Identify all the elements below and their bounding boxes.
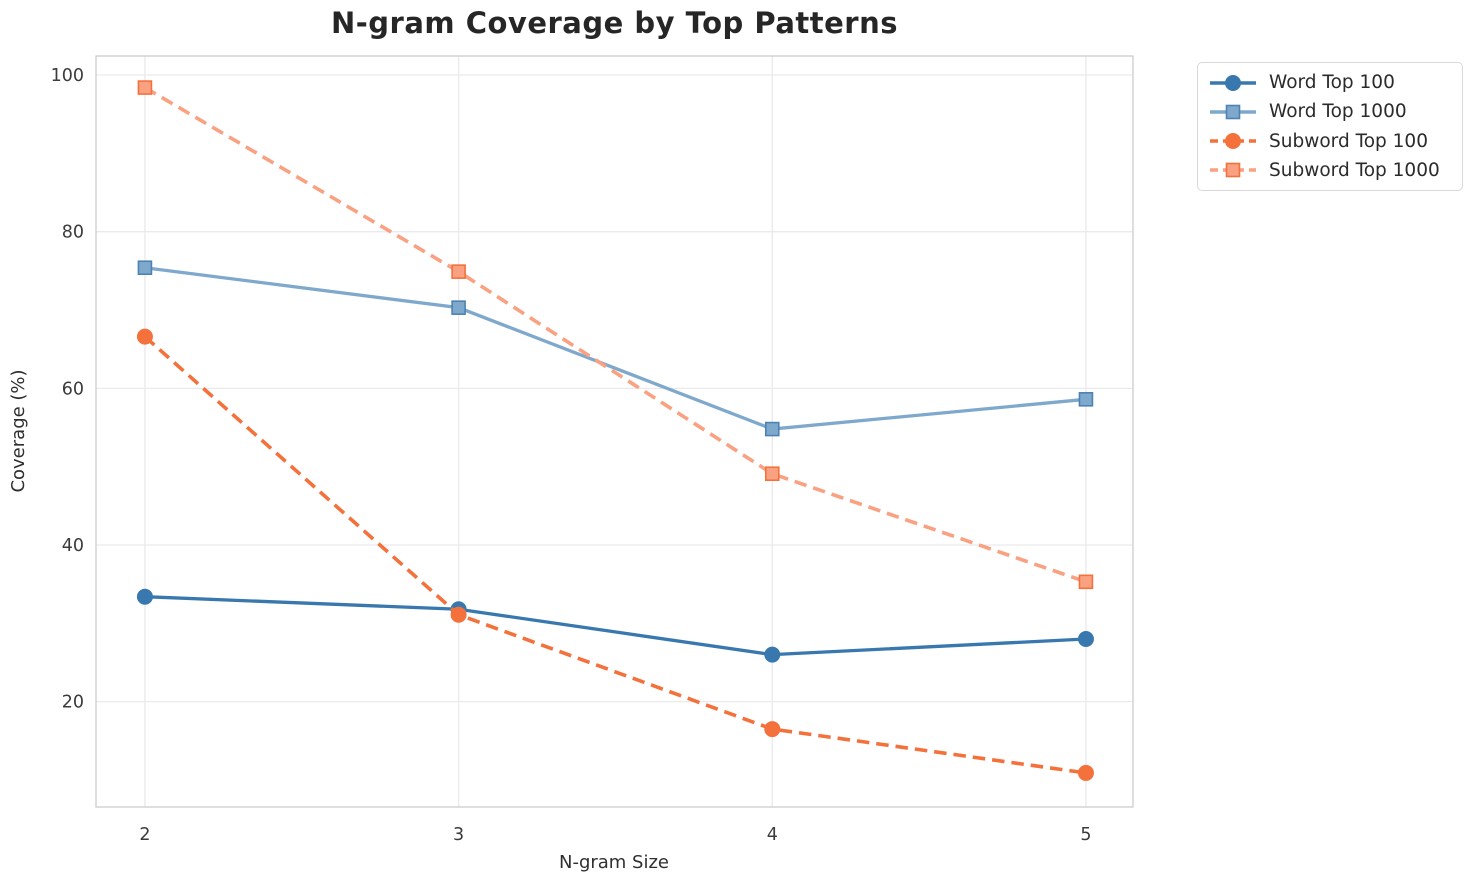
marker-subword-top-1000 (451, 264, 466, 279)
y-tick-label: 40 (62, 536, 84, 556)
series-group (136, 80, 1094, 781)
series-line (143, 335, 1087, 775)
marker-subword-top-100 (450, 606, 467, 623)
legend-label: Subword Top 100 (1269, 130, 1428, 152)
y-axis-label: Coverage (%) (8, 369, 29, 492)
marker-subword-top-1000 (764, 466, 780, 482)
y-tick-labels: 20 40 60 80 100 (51, 66, 84, 713)
plot-border (95, 55, 1134, 808)
marker-word-top-100 (1077, 630, 1094, 647)
word-top-1000-line-marker-icon (1210, 104, 1256, 120)
legend-label: Word Top 1000 (1269, 101, 1407, 123)
series-word-top-1000 (137, 260, 1094, 437)
series-subword-top-100 (136, 328, 1094, 781)
word-top-100-line-marker-icon (1210, 74, 1256, 91)
legend-label: Subword Top 1000 (1269, 159, 1440, 181)
x-tick-label: 3 (453, 825, 464, 845)
subword-top-1000-line-marker-icon (1210, 163, 1256, 178)
legend-item-word-top-100: Word Top 100 (1208, 69, 1452, 97)
series-line (144, 595, 1087, 657)
x-tick-labels: 2 3 4 5 (139, 825, 1091, 845)
series-line (144, 86, 1087, 584)
marker-word-top-1000 (1078, 392, 1094, 407)
y-tick-label: 60 (62, 379, 84, 399)
marker-word-top-1000 (137, 260, 153, 276)
y-tick-label: 80 (62, 223, 84, 243)
legend-item-subword-top-1000: Subword Top 1000 (1208, 156, 1452, 184)
x-tick-label: 2 (139, 825, 150, 845)
marker-word-top-100 (136, 588, 153, 605)
marker-subword-top-1000 (1078, 574, 1094, 590)
series-word-top-100 (136, 588, 1094, 663)
x-axis-label: N-gram Size (559, 852, 669, 873)
legend-item-subword-top-100: Subword Top 100 (1208, 127, 1452, 155)
marker-word-top-100 (1225, 74, 1241, 91)
series-subword-top-1000 (137, 80, 1094, 590)
y-tick-label: 20 (62, 693, 84, 713)
marker-word-top-1000 (764, 421, 780, 437)
marker-subword-top-100 (1077, 764, 1094, 781)
marker-word-top-1000 (451, 300, 466, 315)
subword-top-100-line-marker-icon (1210, 133, 1256, 150)
series-line (144, 266, 1087, 431)
marker-subword-top-100 (136, 328, 153, 345)
y-tick-label: 100 (51, 66, 84, 86)
marker-subword-top-1000 (1225, 163, 1241, 178)
x-tick-label: 5 (1080, 825, 1091, 845)
legend-item-word-top-1000: Word Top 1000 (1208, 98, 1452, 126)
legend-label: Word Top 100 (1269, 72, 1395, 94)
marker-subword-top-100 (1225, 133, 1241, 150)
marker-subword-top-100 (764, 721, 781, 738)
x-tick-label: 4 (767, 825, 778, 845)
chart-title: N-gram Coverage by Top Patterns (330, 6, 899, 40)
marker-word-top-1000 (1225, 104, 1241, 120)
legend: Word Top 100 Word Top 1000 Subword Top 1… (1197, 62, 1463, 191)
marker-subword-top-1000 (137, 80, 153, 95)
marker-word-top-100 (764, 646, 781, 663)
